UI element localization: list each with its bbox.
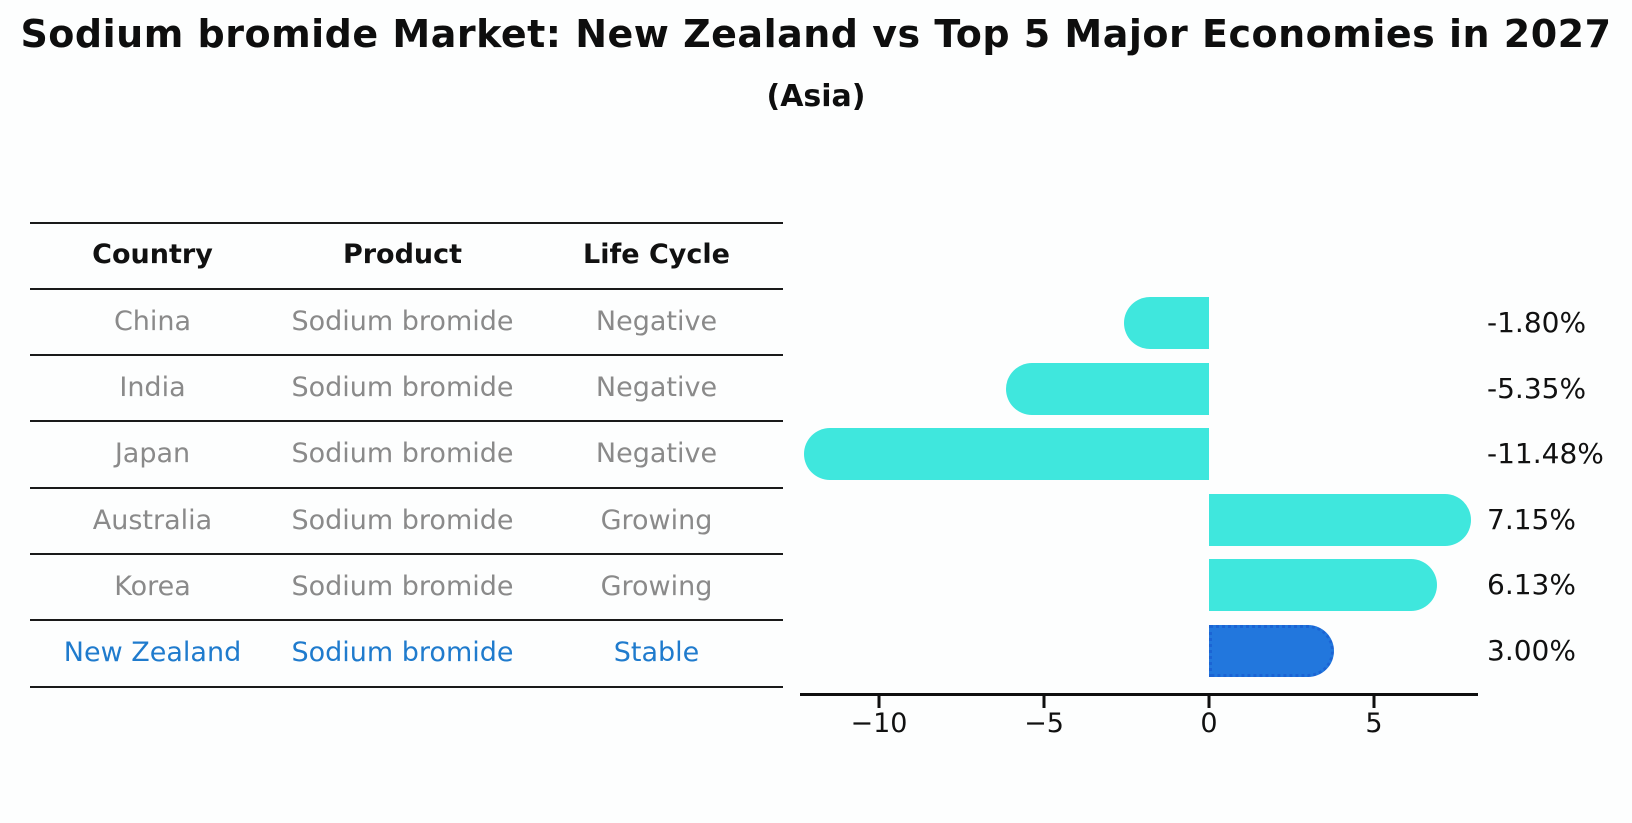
cell-country: China xyxy=(113,306,192,337)
table-rule xyxy=(30,487,783,489)
chart-bar-china xyxy=(1123,297,1209,349)
value-label: 6.13% xyxy=(1487,568,1576,601)
table-row: Australia Sodium bromide Growing xyxy=(30,504,783,538)
chart-bar-australia xyxy=(1209,493,1471,546)
chart-title: Sodium bromide Market: New Zealand vs To… xyxy=(20,12,1612,56)
table-row: India Sodium bromide Negative xyxy=(30,371,783,405)
table-rule xyxy=(30,553,783,555)
cell-country: India xyxy=(119,372,186,403)
chart-subtitle: (Asia) xyxy=(766,79,866,114)
table-rule xyxy=(30,354,783,356)
chart-bar-india xyxy=(1006,362,1209,415)
table-row: China Sodium bromide Negative xyxy=(30,305,783,339)
x-axis-tick xyxy=(1372,696,1376,708)
cell-product: Sodium bromide xyxy=(291,637,514,668)
table-row: Japan Sodium bromide Negative xyxy=(30,437,783,471)
x-axis-line xyxy=(800,693,1478,696)
column-header-life-cycle: Life Cycle xyxy=(583,239,730,270)
cell-life-cycle: Growing xyxy=(600,505,713,536)
table-rule xyxy=(30,222,783,224)
cell-life-cycle: Negative xyxy=(595,306,718,337)
x-axis-tick-label: 0 xyxy=(1200,708,1218,739)
table-header-row: Country Product Life Cycle xyxy=(30,238,783,272)
cell-life-cycle: Growing xyxy=(600,571,713,602)
x-axis-tick-label: 5 xyxy=(1365,708,1383,739)
x-axis-tick xyxy=(1042,696,1046,708)
cell-country: Australia xyxy=(92,505,213,536)
cell-product: Sodium bromide xyxy=(291,372,514,403)
x-axis-tick-label: −10 xyxy=(850,708,908,739)
value-label: -5.35% xyxy=(1487,371,1587,405)
value-label: -1.80% xyxy=(1487,306,1587,339)
cell-product: Sodium bromide xyxy=(291,505,514,536)
cell-product: Sodium bromide xyxy=(291,306,514,337)
cell-life-cycle: Negative xyxy=(595,372,718,403)
value-label: 7.15% xyxy=(1487,502,1576,536)
column-header-product: Product xyxy=(342,239,463,270)
cell-country: Japan xyxy=(114,438,191,469)
cell-product: Sodium bromide xyxy=(291,571,514,602)
value-label: -11.48% xyxy=(1487,437,1604,470)
cell-country: New Zealand xyxy=(63,637,242,668)
cell-country: Korea xyxy=(114,571,191,602)
table-rule xyxy=(30,686,783,688)
cell-product: Sodium bromide xyxy=(291,438,514,469)
table-rule xyxy=(30,619,783,621)
table-row-highlight-new-zealand: New Zealand Sodium bromide Stable xyxy=(30,636,783,670)
chart-bar-japan xyxy=(804,428,1209,480)
x-axis-tick xyxy=(1207,696,1211,708)
value-label: 3.00% xyxy=(1487,633,1576,667)
column-header-country: Country xyxy=(92,239,213,270)
chart-bar-new-zealand xyxy=(1209,624,1334,677)
cell-life-cycle: Stable xyxy=(613,637,700,668)
table-rule xyxy=(30,288,783,290)
table-rule xyxy=(30,420,783,422)
table-row: Korea Sodium bromide Growing xyxy=(30,570,783,604)
x-axis-tick xyxy=(877,696,881,708)
x-axis-tick-label: −5 xyxy=(1024,708,1064,739)
cell-life-cycle: Negative xyxy=(595,438,718,469)
chart-bar-korea xyxy=(1209,559,1438,611)
